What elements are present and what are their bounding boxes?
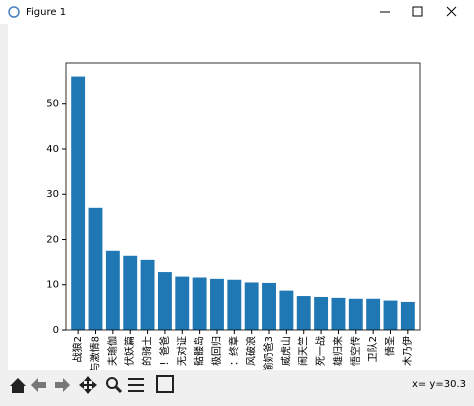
x-tick-label: 骷髅岛 <box>193 336 206 366</box>
bar <box>227 279 242 330</box>
x-tick-label: 与激情8 <box>89 336 102 372</box>
status-text: x= y=30.3 <box>412 379 466 390</box>
save-button[interactable] <box>156 375 174 393</box>
x-tick-label: ！爸爸 <box>158 336 171 366</box>
x-tick-label: 极回归 <box>210 336 223 366</box>
x-tick-label: 木乃伊 <box>402 336 414 366</box>
app-icon <box>8 6 20 18</box>
x-tick-label: 死一战 <box>315 336 327 366</box>
bar <box>157 272 172 330</box>
x-tick-label: 的骑士 <box>141 336 154 366</box>
x-tick-label: 风破浪 <box>245 336 258 366</box>
x-tick-label: ：终章 <box>227 336 240 366</box>
close-button[interactable] <box>446 6 457 17</box>
window-title: Figure 1 <box>26 7 66 18</box>
y-tick-label: 50 <box>46 99 59 110</box>
x-tick-label: 偷奶爸3 <box>262 336 275 372</box>
x-tick-label: 雄归来 <box>331 336 344 366</box>
title-bar <box>0 0 474 24</box>
bar <box>88 207 103 330</box>
bar <box>244 282 259 330</box>
zoom-button[interactable] <box>106 377 123 394</box>
y-tick-label: 10 <box>46 280 59 291</box>
back-button[interactable] <box>31 378 46 392</box>
bar <box>331 297 346 330</box>
bar <box>348 298 363 330</box>
bar <box>140 259 155 330</box>
bar <box>105 250 120 330</box>
bar <box>175 276 190 330</box>
x-tick-label: 卫队2 <box>366 336 379 362</box>
x-tick-label: 闹天竺 <box>297 336 310 366</box>
x-tick-label: 战狼2 <box>71 336 84 362</box>
bar <box>262 282 276 330</box>
toolbar <box>0 370 474 406</box>
y-tick-label: 40 <box>46 144 59 155</box>
bar <box>192 277 207 330</box>
home-button[interactable] <box>10 378 26 393</box>
y-tick-label: 0 <box>53 325 59 336</box>
bar <box>71 76 86 331</box>
plot-area: 0 10 20 30 40 50 战狼2 与激情8 夫瑜伽 伏妖篇 的骑士 ！爸爸 无对证 骷髅岛 极回归 ：… <box>46 62 421 372</box>
bar <box>383 300 398 330</box>
maximize-button[interactable] <box>412 6 423 17</box>
x-tick-label: 情圣 <box>384 336 397 356</box>
axes-frame <box>65 62 421 331</box>
x-tick-label: 威虎山 <box>279 336 292 366</box>
configure-button[interactable] <box>128 378 144 392</box>
forward-button[interactable] <box>55 378 70 392</box>
pan-button[interactable] <box>79 376 97 394</box>
x-tick-label: 悟空传 <box>349 336 362 366</box>
x-tick-label: 无对证 <box>175 336 188 366</box>
bar <box>314 296 329 330</box>
bar <box>400 301 415 330</box>
bar <box>279 290 294 330</box>
x-tick-label: 夫瑜伽 <box>106 336 119 366</box>
bar <box>296 296 311 330</box>
y-tick-label: 30 <box>46 189 59 200</box>
bar <box>210 278 224 330</box>
y-tick-label: 20 <box>46 234 59 245</box>
bar <box>366 298 381 330</box>
bar <box>123 255 138 330</box>
x-tick-label: 伏妖篇 <box>123 336 136 366</box>
toolbar-buttons <box>10 375 174 394</box>
